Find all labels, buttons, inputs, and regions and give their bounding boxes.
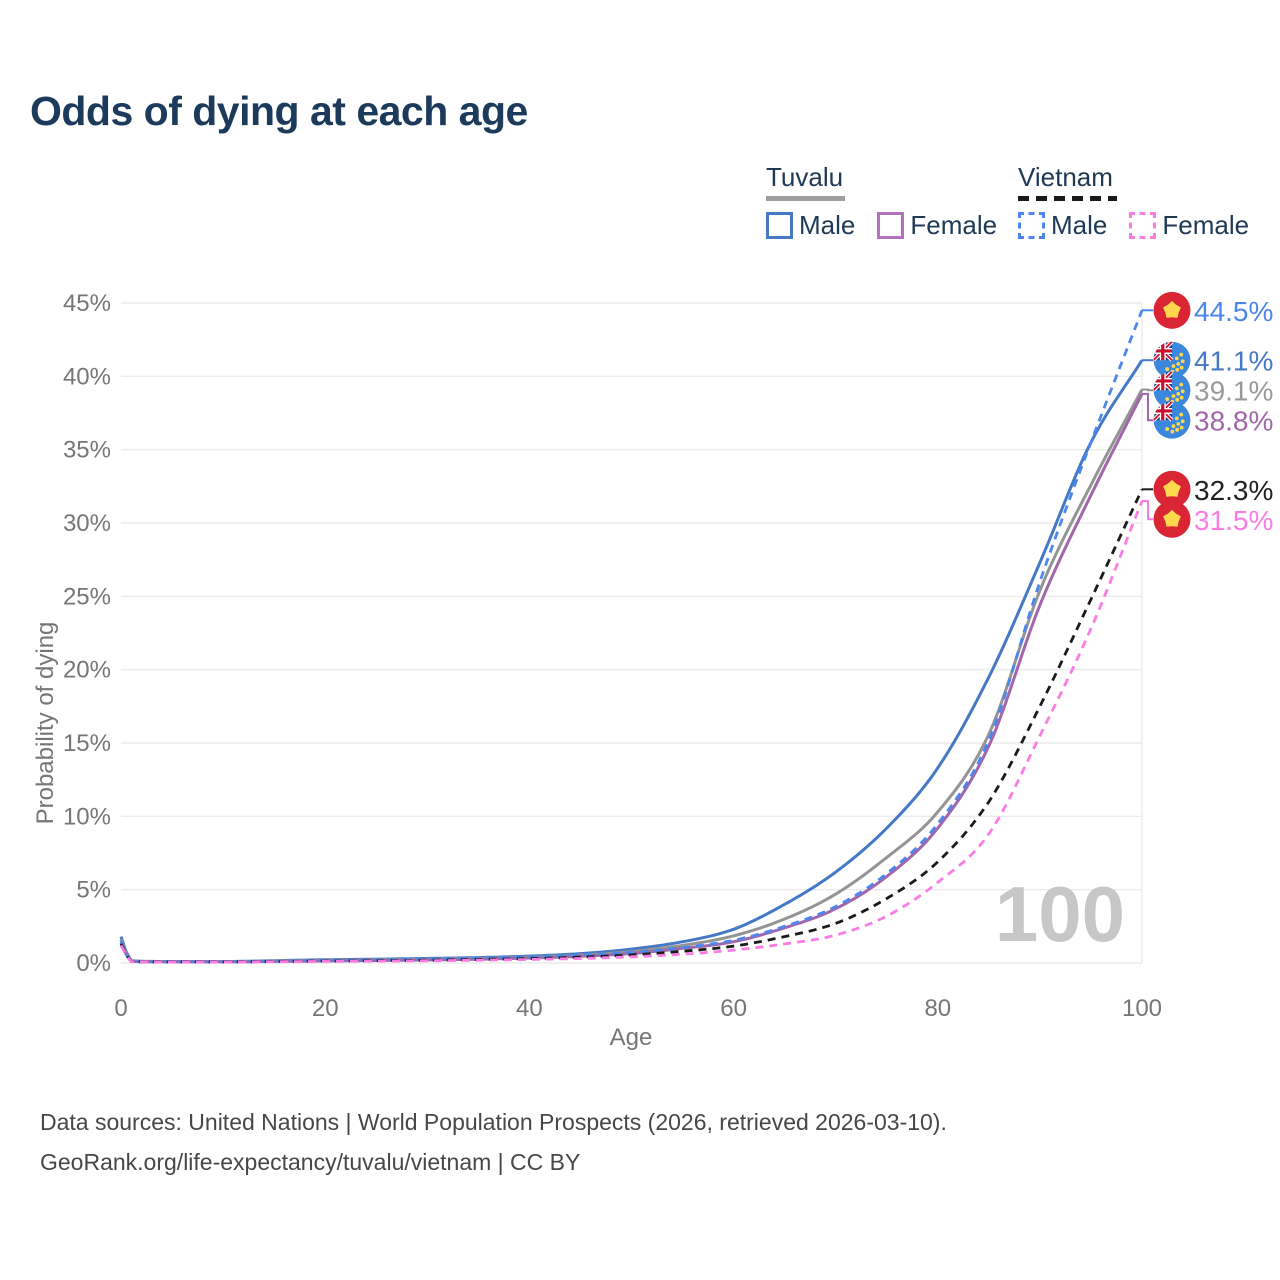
star-icon	[1176, 362, 1181, 366]
legend-item-tuvalu-female[interactable]: Female	[877, 210, 997, 241]
star-icon	[1175, 427, 1180, 432]
end-value-label-vietnam-female: 31.5%	[1194, 505, 1273, 536]
x-tick-label: 80	[924, 995, 951, 1022]
x-axis-title: Age	[609, 1024, 653, 1051]
x-tick-label: 100	[1122, 995, 1162, 1022]
footer-data-sources: Data sources: United Nations | World Pop…	[40, 1109, 947, 1135]
star-icon	[1163, 479, 1181, 497]
star-icon	[1180, 359, 1185, 364]
y-tick-label: 30%	[63, 510, 111, 537]
label-connector	[1142, 388, 1153, 392]
star-icon	[1180, 389, 1185, 394]
star-icon	[1163, 301, 1181, 318]
tuvalu-combined-line-swatch-icon	[766, 196, 845, 201]
tuvalu-flag-icon	[1153, 401, 1191, 439]
end-labels: 44.5% 41.1%39.1%38.8% 32.3%31.5%	[1142, 291, 1273, 538]
legend-country-vietnam[interactable]: Vietnam	[1018, 162, 1113, 192]
tuvalu-female-swatch-icon	[877, 212, 905, 239]
x-tick-label: 60	[720, 995, 747, 1022]
gridlines: 0% 5% 10% 15% 20% 25% 30% 35% 40% 45% 0 20 40 60 80 100	[63, 290, 1162, 1022]
legend-item-vietnam-male[interactable]: Male	[1018, 210, 1107, 241]
star-icon	[1179, 425, 1184, 430]
y-tick-label: 35%	[63, 437, 111, 464]
legend-country-tuvalu[interactable]: Tuvalu	[766, 162, 844, 192]
x-tick-label: 40	[516, 995, 543, 1022]
star-icon	[1165, 427, 1170, 431]
y-tick-label: 5%	[76, 877, 111, 904]
star-icon	[1179, 365, 1184, 370]
tuvalu-flag-icon	[1153, 371, 1191, 409]
legend-item-vietnam-female[interactable]: Female	[1129, 210, 1249, 241]
vietnam-flag-icon	[1153, 291, 1191, 329]
x-tick-label: 20	[312, 995, 339, 1022]
star-icon	[1171, 424, 1176, 429]
legend-label-tuvalu-male: Male	[799, 210, 856, 240]
star-icon	[1179, 382, 1184, 387]
y-tick-label: 40%	[63, 363, 111, 390]
legend-group-vietnam: Vietnam Male Female	[1018, 162, 1271, 241]
vietnam-flag-icon	[1153, 470, 1191, 508]
star-icon	[1176, 422, 1181, 426]
vietnam-combined-line-swatch-icon	[1018, 196, 1117, 201]
end-value-label-tuvalu-combined: 39.1%	[1194, 376, 1273, 407]
tuvalu-male-swatch-icon	[766, 212, 793, 239]
star-icon	[1174, 416, 1179, 421]
star-icon	[1170, 429, 1175, 434]
star-icon	[1165, 397, 1170, 401]
vietnam-female-swatch-icon	[1129, 212, 1157, 239]
vietnam-flag-icon	[1153, 500, 1191, 538]
end-value-label-tuvalu-male: 41.1%	[1194, 346, 1273, 377]
y-tick-label: 10%	[63, 803, 111, 830]
star-icon	[1179, 395, 1184, 400]
star-icon	[1174, 356, 1179, 361]
y-axis-title: Probability of dying	[32, 621, 59, 825]
legend-group-tuvalu: Tuvalu Male Female	[766, 162, 1019, 241]
end-value-label-vietnam-male: 44.5%	[1194, 296, 1273, 327]
legend-item-tuvalu-male[interactable]: Male	[766, 210, 855, 241]
star-icon	[1171, 394, 1176, 399]
y-tick-label: 0%	[76, 950, 111, 977]
legend-label-vietnam-female: Female	[1162, 210, 1250, 240]
star-icon	[1180, 419, 1185, 424]
series-line-vietnam-combined	[119, 488, 1144, 964]
star-icon	[1174, 386, 1179, 391]
series-line-vietnam-male	[119, 309, 1144, 964]
legend-label-vietnam-male: Male	[1051, 210, 1108, 240]
series-line-tuvalu-male	[119, 359, 1144, 963]
y-tick-label: 15%	[63, 730, 111, 757]
series-lines	[119, 309, 1144, 964]
vietnam-male-swatch-icon	[1018, 212, 1045, 239]
footer-license: GeoRank.org/life-expectancy/tuvalu/vietn…	[40, 1149, 581, 1175]
end-value-label-vietnam-combined: 32.3%	[1194, 475, 1273, 506]
end-value-label-tuvalu-female: 38.8%	[1194, 406, 1273, 437]
label-connector	[1142, 500, 1153, 521]
legend-row-tuvalu: Male Female	[766, 210, 1019, 241]
star-icon	[1179, 412, 1184, 417]
y-tick-label: 45%	[63, 290, 111, 317]
watermark-age-100: 100	[995, 870, 1125, 958]
star-icon	[1171, 364, 1176, 369]
star-icon	[1175, 397, 1180, 402]
y-tick-label: 25%	[63, 583, 111, 610]
star-icon	[1179, 352, 1184, 357]
star-icon	[1176, 392, 1181, 396]
star-icon	[1165, 367, 1170, 371]
chart-title: Odds of dying at each age	[30, 88, 528, 134]
legend-row-vietnam: Male Female	[1018, 210, 1271, 241]
x-tick-label: 0	[114, 995, 127, 1022]
y-tick-label: 20%	[63, 657, 111, 684]
label-connector	[1142, 392, 1153, 422]
footer-attribution: Data sources: United Nations | World Pop…	[40, 1102, 947, 1182]
star-icon	[1163, 509, 1181, 527]
series-line-vietnam-female	[119, 500, 1144, 964]
legend-label-tuvalu-female: Female	[910, 210, 998, 240]
star-icon	[1175, 367, 1180, 372]
